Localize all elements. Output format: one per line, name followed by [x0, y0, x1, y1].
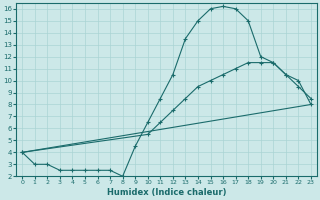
- X-axis label: Humidex (Indice chaleur): Humidex (Indice chaleur): [107, 188, 226, 197]
